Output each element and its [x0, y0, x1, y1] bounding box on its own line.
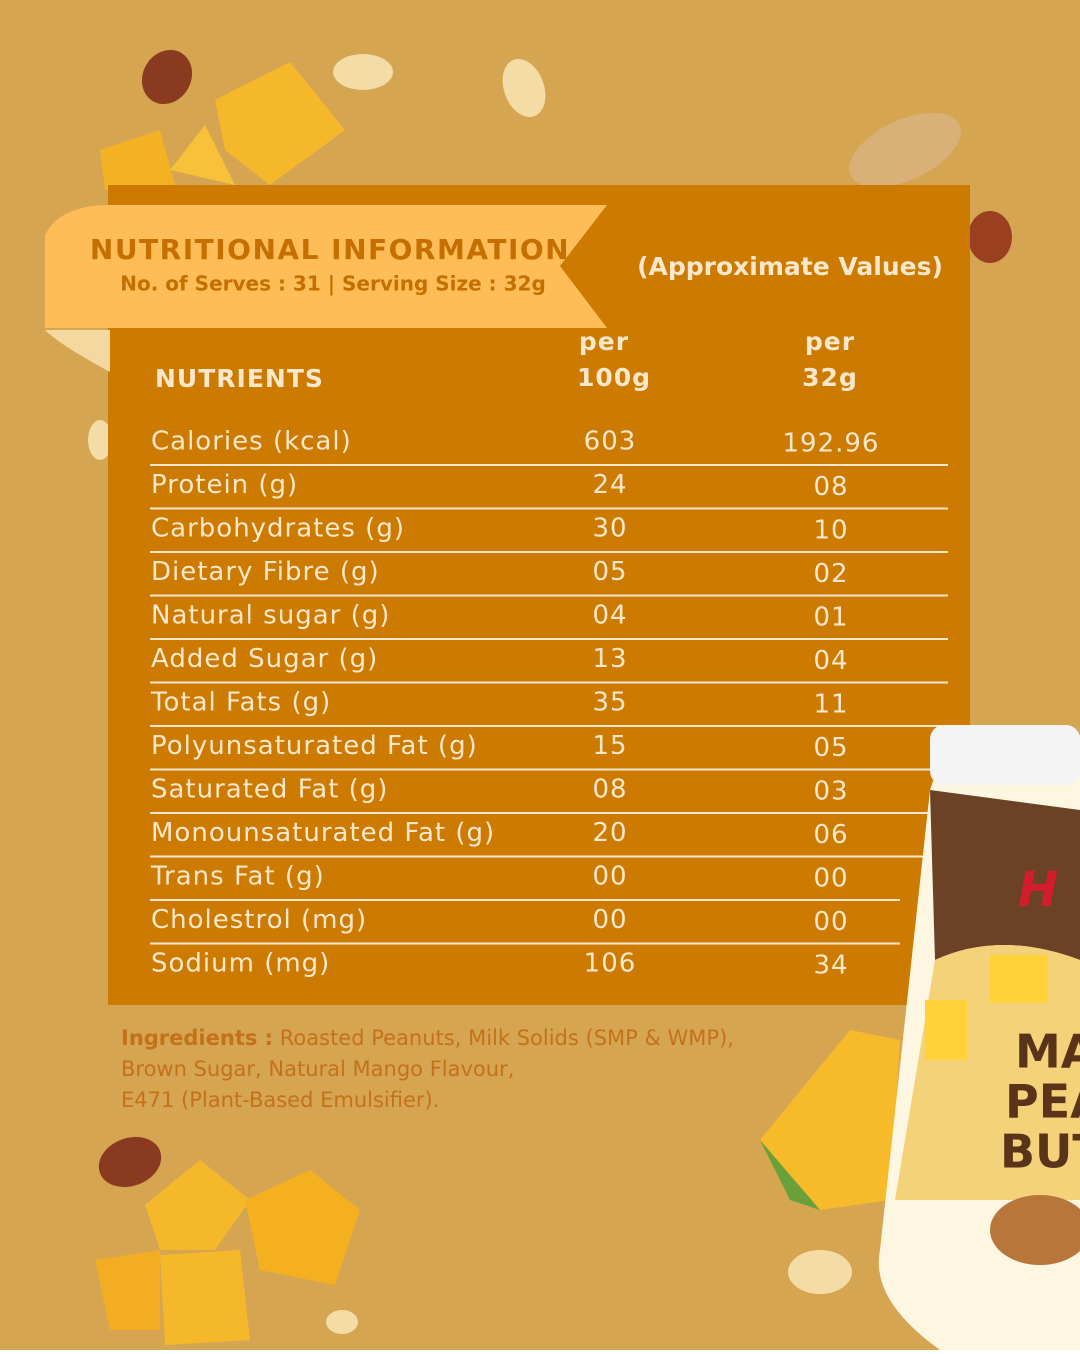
ingredients-label: Ingredients :	[121, 1026, 273, 1050]
ingredients-line: E471 (Plant-Based Emulsifier).	[121, 1088, 439, 1112]
nutrient-name: Saturated Fat (g)	[151, 775, 388, 805]
column-header: NUTRIENTS	[155, 364, 324, 393]
title: NUTRITIONAL INFORMATION	[90, 233, 570, 266]
ingredients-line: Roasted Peanuts, Milk Solids (SMP & WMP)…	[280, 1026, 734, 1050]
table-rows: Calories (kcal) 603 192.96 Protein (g) 24 08 C…	[150, 427, 948, 981]
jar-label: MA	[1015, 1025, 1080, 1079]
per-100g: 106	[584, 949, 637, 979]
nutrient-name: Trans Fat (g)	[150, 862, 325, 892]
column-header: per	[805, 327, 855, 356]
column-header: 32g	[802, 363, 858, 392]
per-serving: 01	[813, 603, 848, 633]
per-serving: 06	[813, 820, 848, 850]
per-100g: 30	[592, 514, 627, 544]
per-serving: 05	[813, 733, 848, 763]
column-header: per	[579, 327, 629, 356]
per-100g: 20	[592, 818, 627, 848]
per-serving: 00	[813, 907, 848, 937]
subtitle: No. of Serves : 31 | Serving Size : 32g	[120, 272, 546, 296]
per-serving: 02	[813, 559, 848, 589]
ingredients-line: Brown Sugar, Natural Mango Flavour,	[121, 1057, 514, 1081]
ingredients: Ingredients : Roasted Peanuts, Milk Soli…	[121, 1026, 734, 1050]
svg-text:H: H	[1018, 862, 1058, 918]
per-100g: 24	[592, 470, 627, 500]
column-header: 100g	[577, 363, 651, 392]
per-serving: 04	[813, 646, 848, 676]
product-jar: H MA PEAN BUTT	[878, 725, 1080, 1350]
per-serving: 11	[813, 690, 848, 720]
nutrient-name: Total Fats (g)	[150, 688, 331, 718]
jar-label: PEAN	[1005, 1075, 1080, 1129]
nutrient-name: Added Sugar (g)	[151, 644, 378, 674]
nutrient-name: Polyunsaturated Fat (g)	[151, 731, 478, 761]
per-serving: 192.96	[783, 429, 880, 459]
per-serving: 03	[813, 777, 848, 807]
per-100g: 04	[592, 601, 627, 631]
per-100g: 08	[592, 775, 627, 805]
nutrient-name: Sodium (mg)	[151, 949, 330, 979]
per-100g: 603	[584, 427, 637, 457]
nutrient-name: Natural sugar (g)	[151, 601, 390, 631]
per-100g: 00	[592, 862, 627, 892]
nutrient-name: Cholestrol (mg)	[151, 905, 367, 935]
per-serving: 00	[813, 864, 848, 894]
ribbon-fold	[45, 330, 110, 372]
per-100g: 05	[592, 557, 627, 587]
decor-bottom	[95, 1030, 900, 1345]
decor-top	[88, 49, 1012, 460]
jar-label: BUTT	[1000, 1125, 1080, 1179]
note: (Approximate Values)	[637, 252, 943, 281]
per-100g: 00	[592, 905, 627, 935]
per-100g: 15	[592, 731, 627, 761]
per-100g: 35	[592, 688, 627, 718]
nutrient-name: Calories (kcal)	[151, 427, 352, 457]
nutrient-name: Dietary Fibre (g)	[151, 557, 380, 587]
per-serving: 34	[813, 951, 848, 981]
per-100g: 13	[592, 644, 627, 674]
ribbon	[45, 205, 607, 328]
per-serving: 08	[813, 472, 848, 502]
nutrient-name: Carbohydrates (g)	[151, 514, 405, 544]
nutrient-name: Protein (g)	[151, 470, 298, 500]
nutrient-name: Monounsaturated Fat (g)	[151, 818, 495, 848]
per-serving: 10	[813, 516, 848, 546]
